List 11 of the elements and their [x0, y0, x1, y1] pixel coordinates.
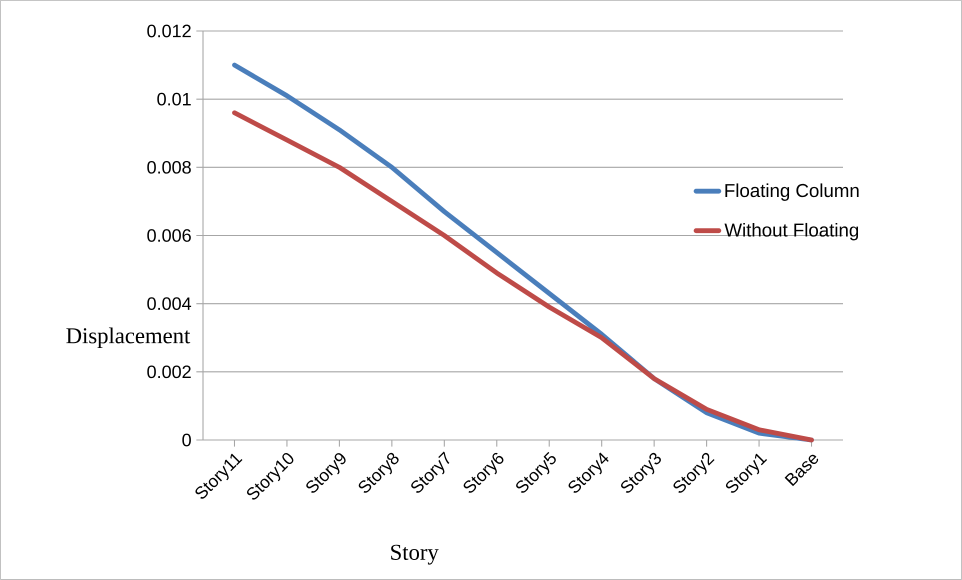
- legend-label: Without Floating: [724, 222, 858, 240]
- y-tick-label: 0: [182, 434, 191, 446]
- x-axis-title: Story: [391, 544, 439, 565]
- y-tick-label: 0.006: [147, 229, 191, 242]
- y-tick-label: 0.01: [157, 92, 191, 106]
- y-tick-label: 0.012: [147, 24, 191, 38]
- y-axis-title: Displacement: [66, 327, 190, 348]
- y-tick-label: 0.002: [147, 365, 191, 378]
- y-tick-label: 0.004: [147, 297, 192, 310]
- legend-label: Floating Column: [725, 183, 859, 201]
- y-tick-label: 0.008: [147, 160, 191, 174]
